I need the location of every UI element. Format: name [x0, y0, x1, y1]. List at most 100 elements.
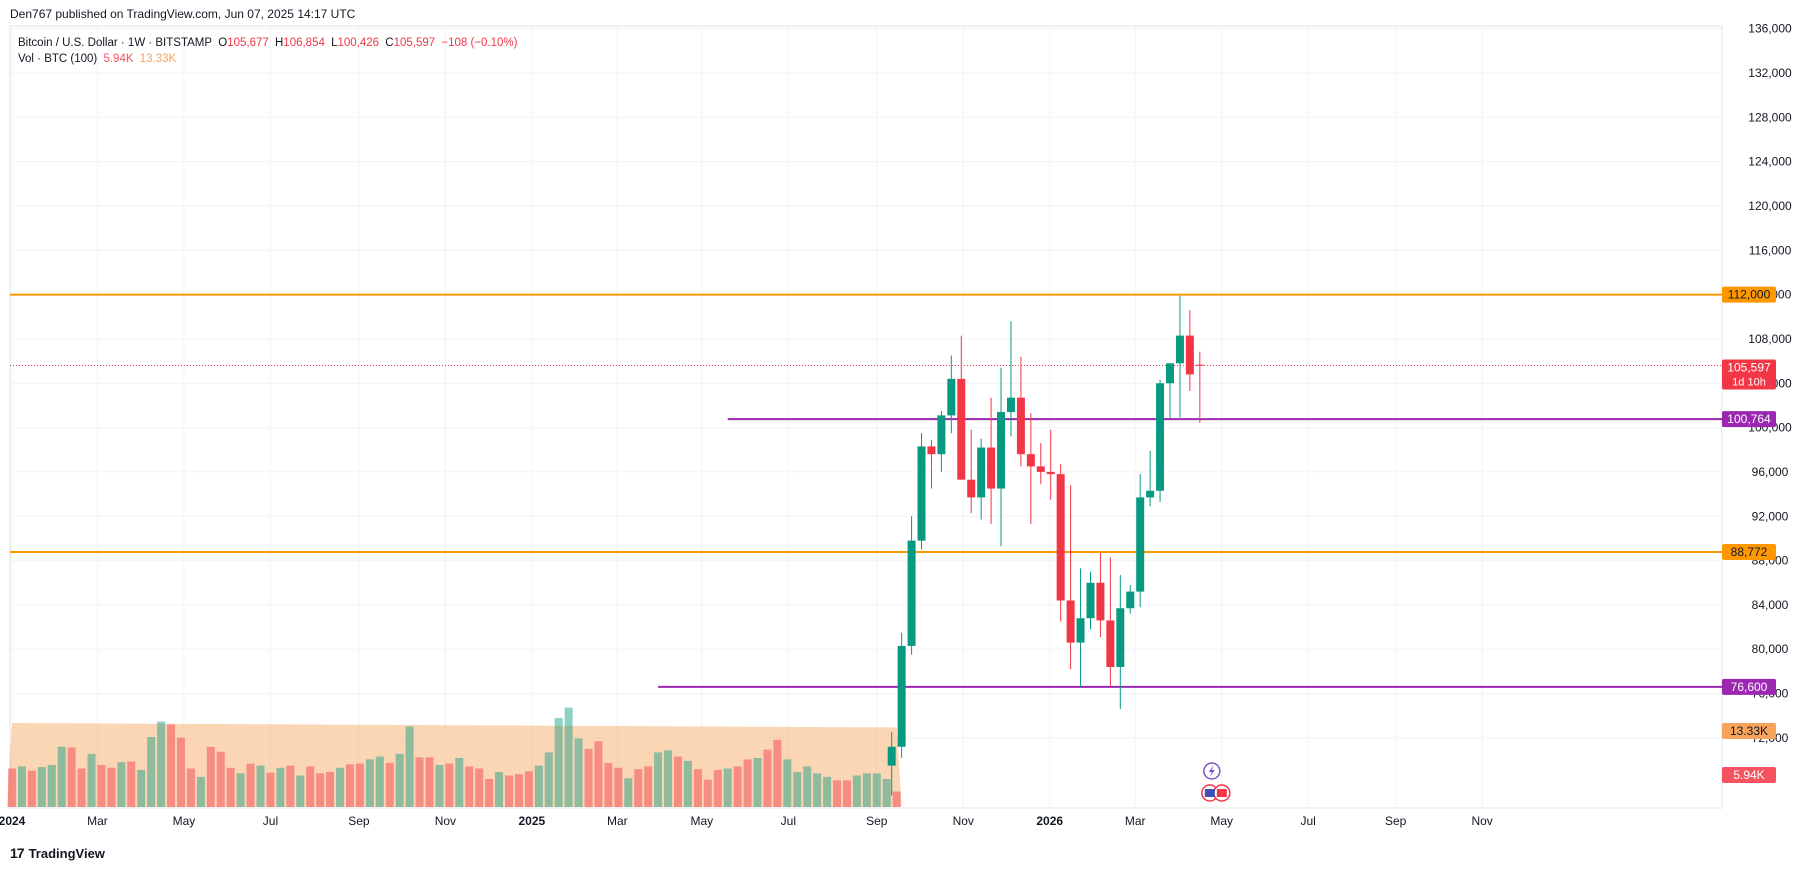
volume-bar — [365, 759, 374, 807]
high-label: H — [274, 37, 284, 49]
candle-body[interactable] — [997, 412, 1006, 489]
volume-bar — [455, 758, 464, 807]
resistance-112000-tag-label: 112,000 — [1728, 288, 1771, 302]
published-caption: Den767 published on TradingView.com, Jun… — [10, 7, 356, 21]
volume-bar — [783, 759, 792, 807]
candle-body[interactable] — [1086, 582, 1095, 619]
volume-bar — [157, 721, 166, 807]
volume-bar — [405, 726, 414, 807]
volume-bar — [872, 773, 881, 807]
candle-body[interactable] — [1175, 335, 1184, 364]
candle-body[interactable] — [1166, 363, 1175, 384]
y-tick-label: 128,000 — [1748, 110, 1792, 124]
volume-bar — [395, 753, 404, 807]
tradingview-logo-icon[interactable]: 17 — [10, 845, 25, 861]
volume-bar — [514, 774, 523, 807]
volume-bar — [564, 707, 573, 807]
volume-bar — [733, 766, 742, 807]
volume-bar — [574, 738, 583, 807]
volume-bar — [833, 780, 842, 807]
volume-bar — [326, 772, 335, 807]
volume-bar — [813, 773, 822, 807]
volume-bar — [624, 778, 633, 807]
volume-bar — [524, 771, 533, 807]
volume-bar — [375, 756, 384, 807]
candle-body[interactable] — [937, 415, 946, 455]
y-tick-label: 116,000 — [1749, 243, 1792, 257]
volume-bar — [485, 779, 494, 807]
candle-body[interactable] — [1146, 490, 1155, 498]
volume-bar — [246, 763, 255, 807]
volume-current-tag-label: 5.94K — [1733, 768, 1764, 782]
candle-body[interactable] — [1136, 497, 1145, 592]
candle-body[interactable] — [1156, 383, 1165, 491]
candle-body[interactable] — [1195, 364, 1204, 366]
open-value: 105,677 — [227, 37, 269, 49]
candle-body[interactable] — [1066, 600, 1075, 643]
candle-body[interactable] — [1046, 471, 1055, 475]
candle-body[interactable] — [1036, 466, 1045, 472]
candle-body[interactable] — [957, 378, 966, 480]
candle-body[interactable] — [947, 378, 956, 416]
volume-bar — [137, 769, 146, 807]
volume-title[interactable]: Vol · BTC (100) — [18, 53, 98, 65]
volume-bar — [385, 762, 394, 807]
candle-body[interactable] — [1016, 397, 1025, 455]
x-tick-label: 2026 — [1036, 814, 1063, 828]
candle-body[interactable] — [927, 446, 936, 455]
volume-bar — [276, 767, 285, 807]
volume-bar — [753, 758, 762, 807]
candle-body[interactable] — [897, 645, 906, 747]
candle-body[interactable] — [967, 479, 976, 498]
candle-body[interactable] — [1056, 474, 1065, 601]
candle-body[interactable] — [987, 447, 996, 489]
volume-bar — [306, 766, 315, 807]
footer-brand[interactable]: TradingView — [28, 845, 105, 861]
volume-ma-value: 13.33K — [139, 53, 177, 65]
volume-bar — [683, 760, 692, 807]
volume-bar — [773, 739, 782, 807]
candle-body[interactable] — [1126, 591, 1135, 609]
volume-bar — [644, 766, 653, 807]
volume-bar — [723, 768, 732, 807]
candle-body[interactable] — [1106, 620, 1115, 667]
volume-bar — [57, 746, 66, 807]
volume-ma-tag — [1722, 723, 1776, 739]
candle-body[interactable] — [907, 540, 916, 646]
volume-bar — [435, 765, 444, 807]
x-tick-label: Mar — [1125, 814, 1146, 828]
volume-bar — [345, 764, 354, 807]
volume-bar — [107, 767, 116, 807]
candle-body[interactable] — [1096, 582, 1105, 621]
candle-body[interactable] — [917, 446, 926, 541]
candle-body[interactable] — [1185, 335, 1194, 375]
y-tick-label: 136,000 — [1748, 22, 1792, 36]
volume-bar — [296, 775, 305, 807]
symbol-title[interactable]: Bitcoin / U.S. Dollar · 1W · BITSTAMP — [18, 37, 213, 49]
candle-body[interactable] — [887, 746, 896, 766]
candle-body[interactable] — [1026, 454, 1035, 467]
volume-bar — [97, 765, 106, 807]
y-tick-label: 80,000 — [1752, 642, 1789, 656]
volume-bar — [216, 751, 225, 807]
plot-area[interactable] — [9, 25, 1723, 809]
volume-bar — [823, 776, 832, 807]
x-tick-label: May — [691, 814, 714, 828]
x-tick-label: Nov — [435, 814, 456, 828]
volume-bar — [584, 748, 593, 807]
candle-body[interactable] — [1076, 618, 1085, 643]
volume-bar — [266, 772, 275, 807]
us-flag-icon — [1204, 789, 1215, 797]
candle-body[interactable] — [977, 447, 986, 498]
volume-bar — [544, 752, 553, 807]
candle-body[interactable] — [1116, 608, 1125, 667]
volume-bar — [852, 775, 861, 807]
candle-body[interactable] — [1006, 397, 1015, 413]
volume-value: 5.94K — [103, 53, 134, 65]
support-100764-tag-label: 100,764 — [1727, 412, 1771, 426]
volume-bar — [8, 768, 16, 807]
current-price-tag-label: 105,597 — [1727, 361, 1771, 375]
support-76600-tag-label: 76,600 — [1731, 680, 1768, 694]
volume-bar — [465, 766, 474, 807]
